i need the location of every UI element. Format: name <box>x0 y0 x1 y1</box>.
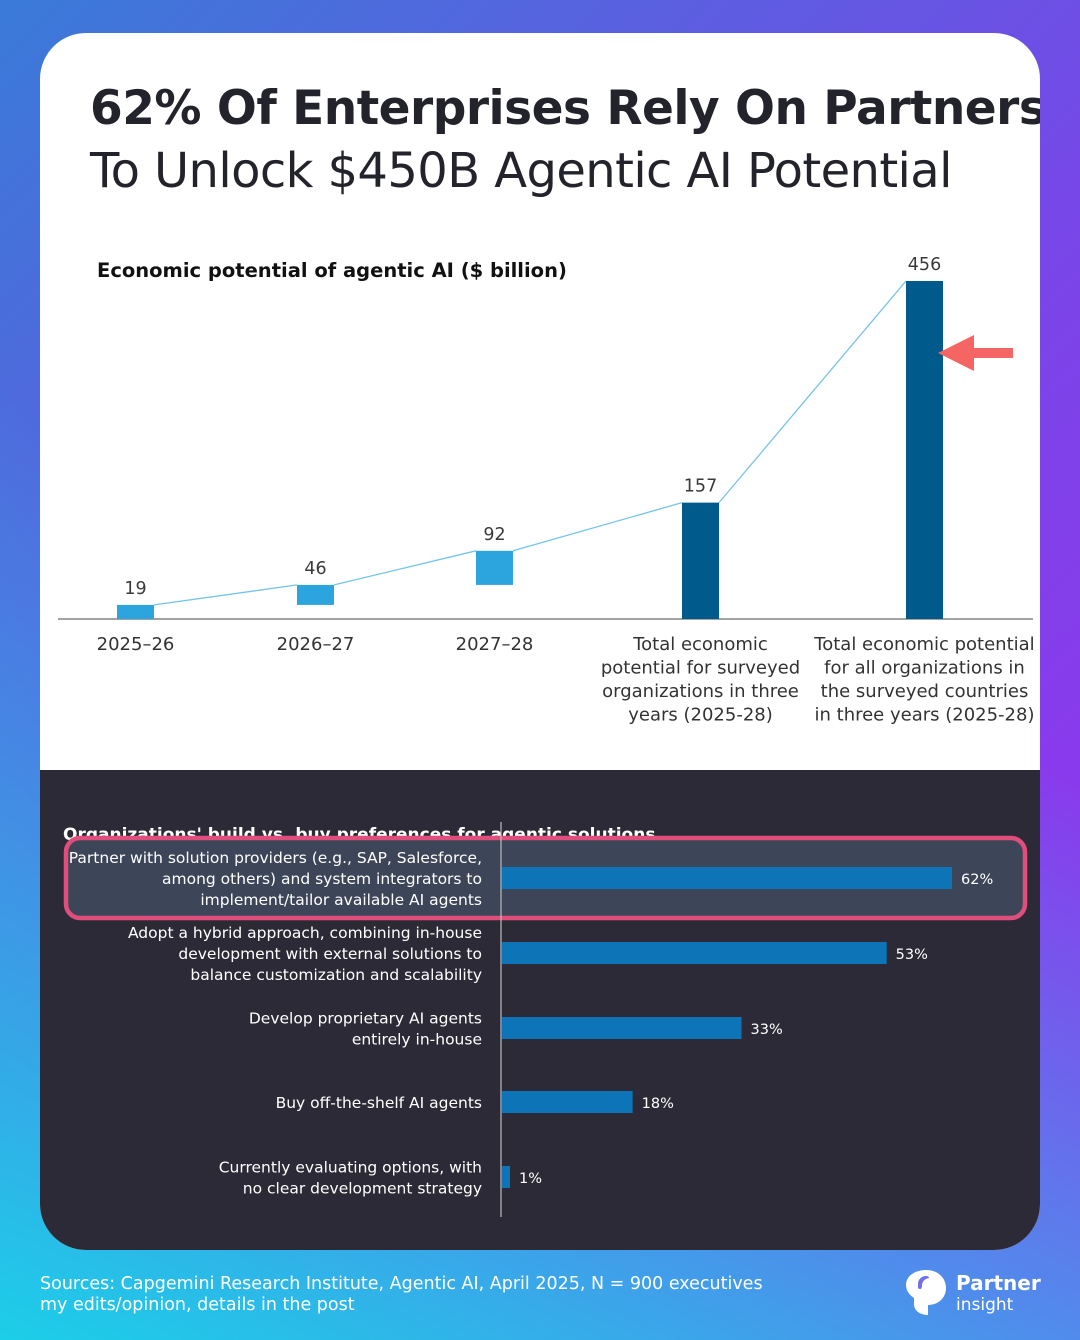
hbar-5 <box>502 1166 510 1188</box>
category-label: years (2025-28) <box>628 705 773 726</box>
hbar-3 <box>502 1017 742 1039</box>
economic-potential-chart: Economic potential of agentic AI ($ bill… <box>58 255 1035 726</box>
category-label: Total economic potential <box>813 634 1034 655</box>
hbar-category-label: no clear development strategy <box>243 1180 482 1198</box>
hbar-value-label: 33% <box>751 1022 783 1038</box>
hbar-category-label: among others) and system integrators to <box>162 870 482 888</box>
hbar-1 <box>502 867 952 889</box>
category-label: 2026–27 <box>277 634 355 655</box>
sources-footer: Sources: Capgemini Research Institute, A… <box>40 1274 763 1316</box>
category-label: Total economic <box>632 634 768 655</box>
bar-value-label: 456 <box>908 255 941 275</box>
bar-value-label: 46 <box>304 559 326 579</box>
connector-line <box>512 502 683 552</box>
sources-line-2: my edits/opinion, details in the post <box>40 1295 355 1315</box>
bar-2 <box>297 584 334 605</box>
category-label: 2025–26 <box>97 634 175 655</box>
category-label: in three years (2025-28) <box>815 705 1035 726</box>
sources-line-1: Sources: Capgemini Research Institute, A… <box>40 1274 763 1294</box>
logo-mark-icon <box>906 1270 946 1315</box>
bar-3 <box>476 550 513 585</box>
headline-bold: 62% Of Enterprises Rely On Partners <box>90 81 1040 136</box>
bar-value-label: 92 <box>483 525 505 545</box>
hbar-4 <box>502 1091 633 1113</box>
hbar-category-label: development with external solutions to <box>178 945 482 963</box>
bar-value-label: 19 <box>124 579 146 599</box>
hbar-category-label: balance customization and scalability <box>190 966 482 984</box>
connector-line <box>718 280 907 504</box>
bar-4 <box>682 502 719 619</box>
logo-name: Partner <box>956 1271 1041 1295</box>
hbar-category-label: entirely in-house <box>352 1031 482 1049</box>
build-vs-buy-chart: Organizations' build vs. buy preferences… <box>63 822 1028 1217</box>
build-vs-buy-panel: Organizations' build vs. buy preferences… <box>40 770 1040 1250</box>
hbar-value-label: 1% <box>519 1171 542 1187</box>
hbar-category-label: Buy off-the-shelf AI agents <box>276 1094 482 1112</box>
connector-line <box>153 584 298 606</box>
category-label: for all organizations in <box>824 658 1025 679</box>
hbar-value-label: 18% <box>642 1096 674 1112</box>
hbar-2 <box>502 942 887 964</box>
partner-insight-logo: Partner insight <box>904 1268 1054 1320</box>
hbar-category-label: implement/tailor available AI agents <box>200 891 482 909</box>
category-label: 2027–28 <box>456 634 534 655</box>
headline-regular: To Unlock $450B Agentic AI Potential <box>90 143 952 199</box>
highlight-arrow-icon <box>938 335 1013 371</box>
category-label: potential for surveyed <box>601 658 800 679</box>
hbar-value-label: 62% <box>961 872 993 888</box>
hbar-value-label: 53% <box>896 947 928 963</box>
bar-5 <box>906 281 943 619</box>
top-chart-title: Economic potential of agentic AI ($ bill… <box>97 259 567 282</box>
hbar-category-label: Partner with solution providers (e.g., S… <box>69 849 482 867</box>
logo-subname: insight <box>956 1295 1014 1315</box>
content-card: 62% Of Enterprises Rely On Partners To U… <box>40 33 1040 1250</box>
category-label: organizations in three <box>602 681 799 702</box>
hbar-category-label: Adopt a hybrid approach, combining in-ho… <box>128 924 482 942</box>
connector-line <box>333 550 477 586</box>
bar-1 <box>117 604 154 619</box>
category-label: the surveyed countries <box>821 681 1029 702</box>
hbar-category-label: Currently evaluating options, with <box>219 1159 482 1177</box>
hbar-category-label: Develop proprietary AI agents <box>249 1010 482 1028</box>
bar-value-label: 157 <box>684 477 717 497</box>
